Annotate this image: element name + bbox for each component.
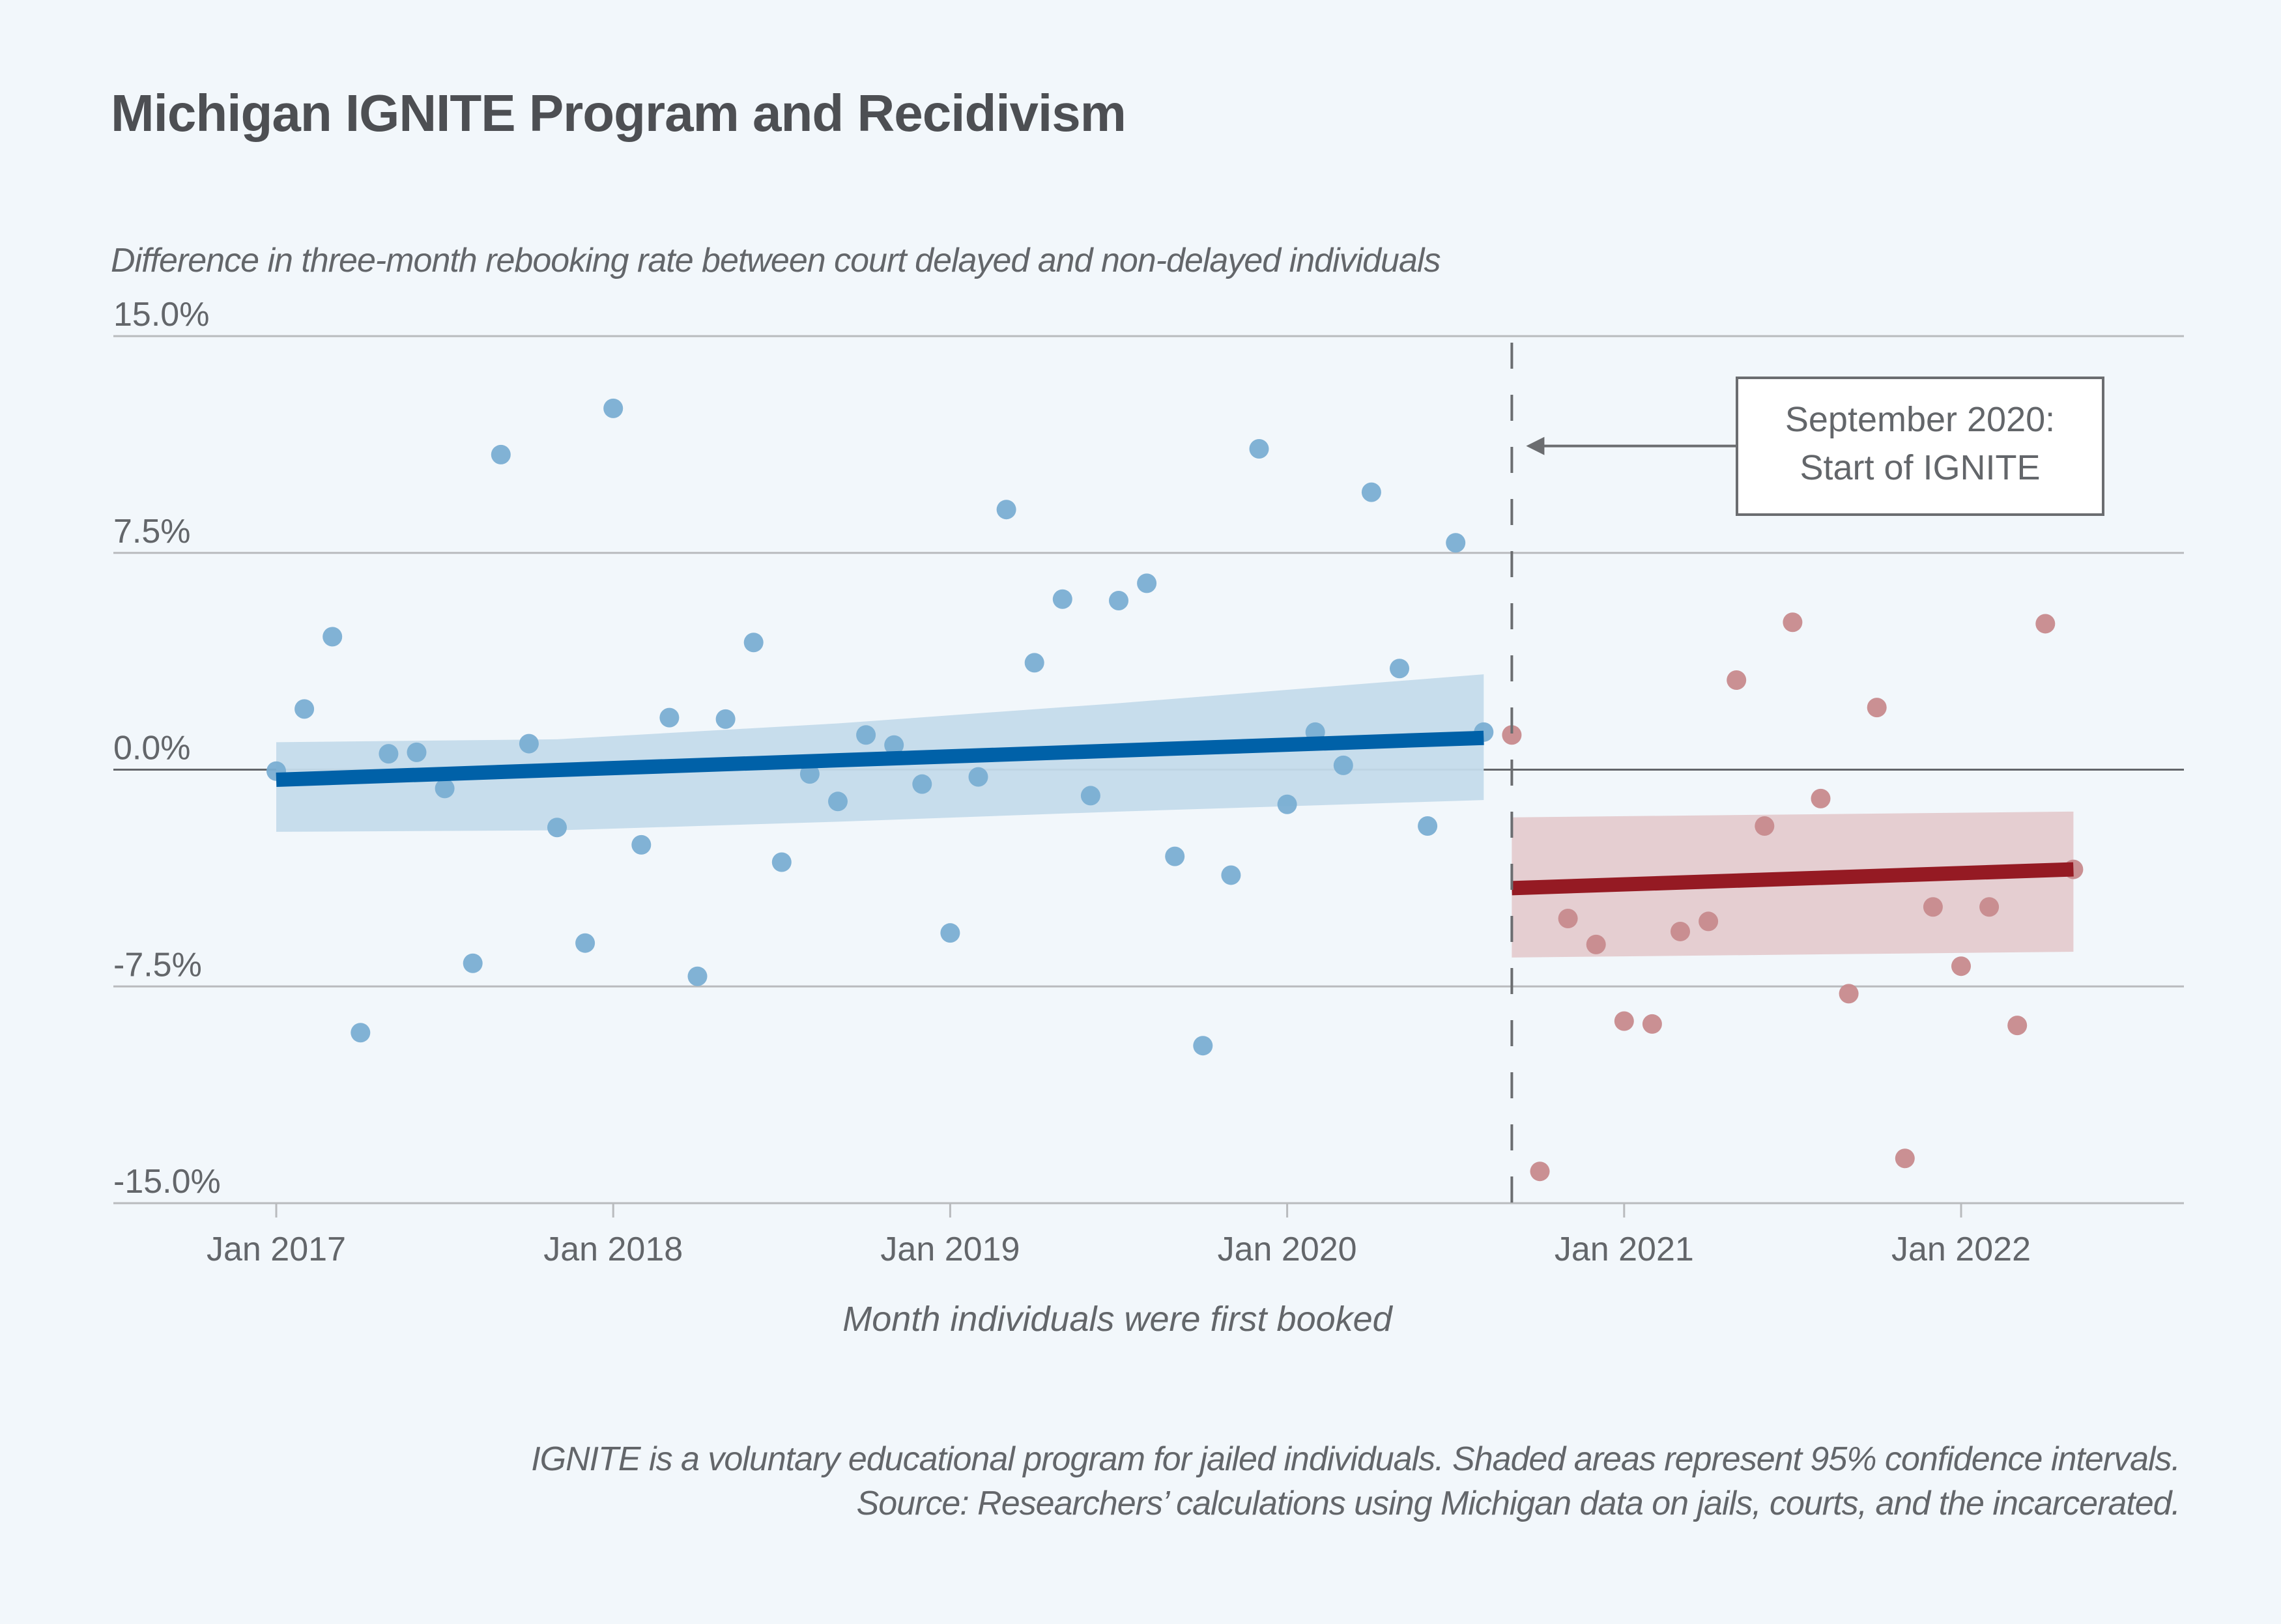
post-data-point (1783, 612, 1803, 633)
pre-data-point (1390, 659, 1409, 679)
footnote-source: Source: Researchers’ calculations using … (856, 1485, 2181, 1522)
pre-data-point (1361, 482, 1381, 502)
pre-data-point (771, 852, 792, 872)
pre-data-point (687, 966, 708, 986)
pre-data-point (1221, 865, 1241, 885)
y-tick-label: 7.5% (113, 513, 191, 550)
pre-data-point (631, 834, 652, 855)
y-axis-label: Difference in three-month rebooking rate… (111, 242, 1441, 279)
post-data-point (2035, 614, 2056, 634)
pre-data-point (1333, 755, 1353, 775)
chart-title: Michigan IGNITE Program and Recidivism (111, 84, 1126, 142)
pre-data-point (828, 791, 848, 812)
x-tick-label: Jan 2020 (1218, 1231, 1357, 1268)
x-tick-label: Jan 2022 (1891, 1231, 2031, 1268)
pre-data-point (856, 725, 876, 745)
pre-data-point (968, 767, 988, 787)
y-tick-label: -7.5% (113, 946, 202, 984)
pre-data-point (407, 742, 427, 762)
post-data-point (1951, 956, 1971, 976)
x-tick-label: Jan 2019 (880, 1231, 1020, 1268)
pre-data-point (435, 778, 455, 799)
footnote-description: IGNITE is a voluntary educational progra… (531, 1440, 2181, 1478)
pre-data-point (940, 923, 960, 943)
pre-data-point (351, 1023, 371, 1043)
pre-data-point (912, 774, 932, 794)
y-tick-label: 0.0% (113, 730, 191, 767)
x-tick-label: Jan 2018 (543, 1231, 683, 1268)
pre-data-point (659, 707, 680, 728)
post-trend-line (1512, 862, 2074, 896)
post-data-point (1671, 921, 1690, 941)
pre-data-point (379, 744, 399, 764)
pre-data-point (715, 709, 736, 729)
pre-data-point (1024, 653, 1044, 673)
pre-data-point (743, 633, 764, 653)
post-data-point (1839, 984, 1859, 1004)
post-data-point (1727, 670, 1747, 690)
x-tick-label: Jan 2021 (1555, 1231, 1694, 1268)
post-data-point (1642, 1014, 1662, 1034)
pre-data-point (1249, 439, 1269, 459)
pre-data-point (547, 818, 567, 838)
post-data-point (1586, 934, 1606, 954)
post-data-point (1923, 897, 1943, 917)
pre-data-point (1193, 1036, 1213, 1056)
pre-data-point (884, 735, 904, 755)
pre-data-point (463, 953, 483, 973)
y-tick-label: 15.0% (113, 296, 209, 334)
y-tick-label: -15.0% (113, 1163, 221, 1201)
post-data-point (1755, 816, 1775, 836)
pre-data-point (1080, 786, 1100, 806)
pre-data-point (1165, 846, 1185, 866)
pre-data-point (996, 500, 1016, 520)
post-data-point (1699, 911, 1719, 932)
pre-data-point (491, 444, 511, 464)
x-axis-label: Month individuals were first booked (842, 1300, 1393, 1339)
post-data-point (1979, 897, 2000, 917)
pre-data-point (1109, 590, 1128, 610)
post-data-point (1811, 788, 1831, 808)
arrow-left-icon (1526, 436, 1545, 455)
post-data-point (1530, 1161, 1550, 1182)
pre-data-point (519, 734, 539, 754)
annotation-line-2: Start of IGNITE (1800, 448, 2040, 487)
pre-data-point (1446, 533, 1466, 553)
x-tick-label: Jan 2017 (207, 1231, 346, 1268)
pre-data-point (1418, 816, 1438, 836)
pre-trend-line (276, 730, 1484, 788)
pre-data-point (799, 764, 820, 784)
post-data-point (2007, 1016, 2028, 1036)
annotation-box (1736, 377, 2104, 516)
post-data-point (1502, 725, 1522, 745)
pre-data-point (1277, 794, 1297, 814)
pre-data-point (323, 627, 343, 647)
pre-data-point (603, 398, 624, 418)
post-data-point (1867, 698, 1887, 718)
post-data-point (1614, 1011, 1634, 1031)
pre-data-point (1137, 573, 1157, 593)
post-data-point (1558, 908, 1578, 928)
pre-data-point (294, 699, 315, 719)
pre-data-point (575, 933, 595, 953)
pre-data-point (1052, 589, 1072, 609)
annotation-line-1: September 2020: (1785, 400, 2055, 439)
post-data-point (1895, 1148, 1915, 1169)
